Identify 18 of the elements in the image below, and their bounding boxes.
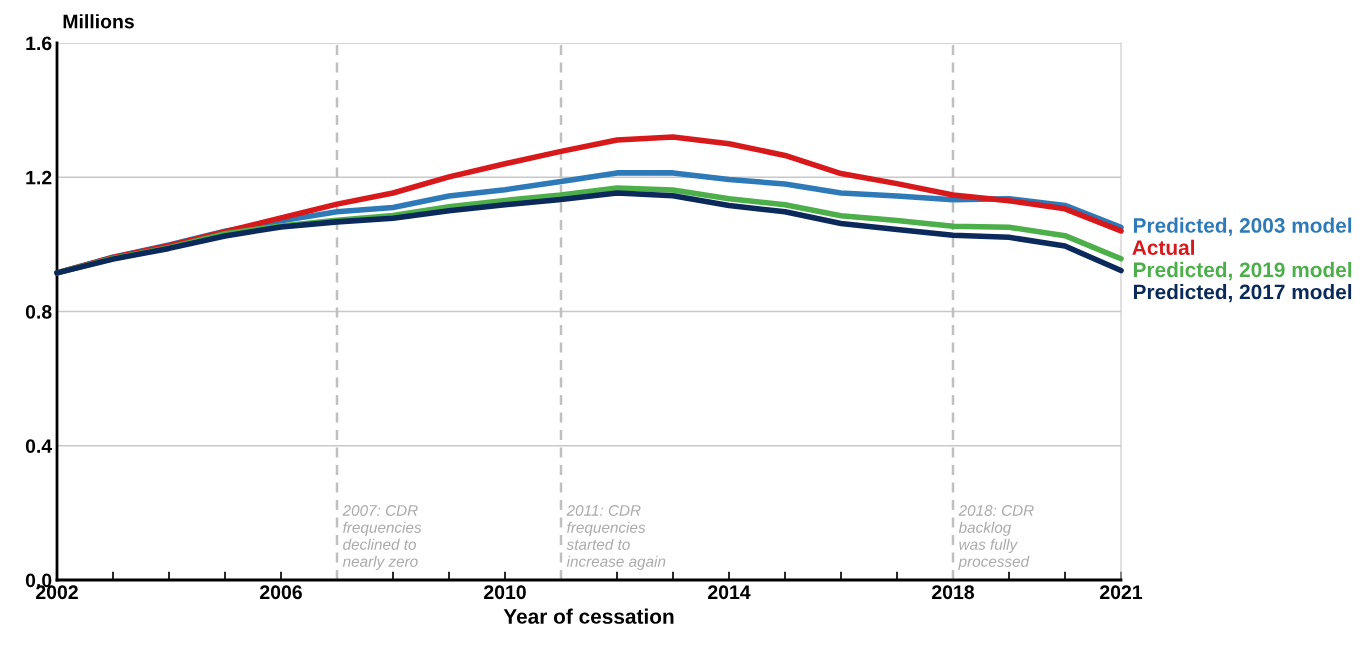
y-tick-label: 0.8 <box>25 304 52 319</box>
y-tick-label: 1.2 <box>26 170 52 185</box>
x-tick-label: 2018 <box>932 585 975 600</box>
series-label: Actual <box>1132 239 1194 255</box>
ref-line-label: 2018: CDR backlog was fully processed <box>958 505 1034 570</box>
y-tick-label: 1.6 <box>26 36 52 51</box>
x-tick-label: 2014 <box>708 585 751 600</box>
ref-line-label: 2007: CDR frequencies declined to nearly zero <box>342 505 422 570</box>
ref-line-label: 2011: CDR frequencies started to increase again <box>566 505 666 570</box>
series-label: Predicted, 2003 model <box>1133 217 1352 236</box>
x-axis-title: Year of cessation <box>503 608 674 624</box>
y-tick-label: 0.4 <box>25 439 53 453</box>
series-label: Predicted, 2017 model <box>1133 284 1352 303</box>
x-tick-label: 2010 <box>484 585 526 600</box>
x-tick-label: 2021 <box>1100 585 1143 600</box>
series-label: Predicted, 2019 model <box>1133 261 1352 281</box>
x-tick-label: 2006 <box>260 585 302 600</box>
y-axis-title: Millions <box>63 14 134 29</box>
